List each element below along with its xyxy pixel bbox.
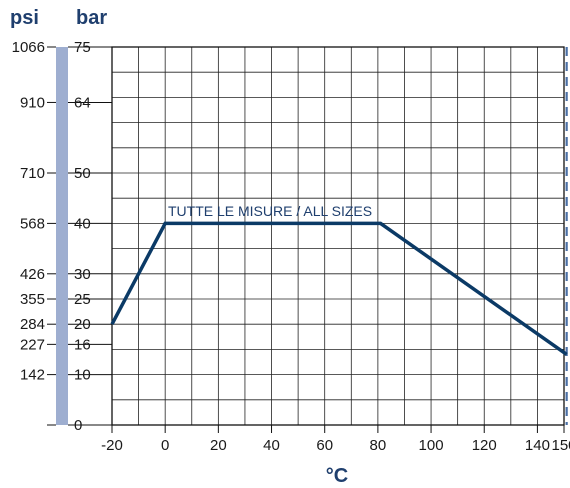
psi-tick-label: 1066 [12, 39, 45, 56]
series-annotation: TUTTE LE MISURE / ALL SIZES [168, 203, 372, 219]
psi-tick-label: 426 [20, 266, 45, 283]
bar-tick-label: 64 [74, 94, 91, 111]
x-tick-label: 150 [551, 437, 570, 454]
bar-tick-label: 0 [74, 417, 82, 434]
grid-lines [112, 47, 564, 425]
x-axis-title: °C [326, 465, 348, 487]
x-tick-label: 60 [316, 437, 333, 454]
x-tick-label: 100 [419, 437, 444, 454]
bar-tick-label: 25 [74, 291, 91, 308]
psi-tick-label: 910 [20, 94, 45, 111]
x-tick-label: 40 [263, 437, 280, 454]
bar-tick-label: 20 [74, 316, 91, 333]
x-tick-label: 0 [161, 437, 169, 454]
psi-tick-label: 284 [20, 316, 45, 333]
psi-axis-title: psi [10, 7, 39, 29]
psi-tick-label: 227 [20, 336, 45, 353]
psi-scale-band [56, 47, 68, 425]
pressure-rating-line [110, 221, 568, 356]
x-tick-label: 80 [370, 437, 387, 454]
psi-tick-label: 355 [20, 291, 45, 308]
psi-tick-label: 568 [20, 215, 45, 232]
psi-tick-label: 142 [20, 367, 45, 384]
x-tick-label: 20 [210, 437, 227, 454]
bar-tick-label: 75 [74, 39, 91, 56]
bar-tick-label: 16 [74, 336, 91, 353]
psi-tick-label: 710 [20, 165, 45, 182]
plot-frame [111, 46, 565, 426]
x-tick-label: 120 [472, 437, 497, 454]
bar-tick-label: 50 [74, 165, 91, 182]
bar-tick-label: 30 [74, 266, 91, 283]
x-tick-label: 140 [525, 437, 550, 454]
x-tick-label: -20 [101, 437, 123, 454]
bar-tick-label: 40 [74, 215, 91, 232]
bar-axis-title: bar [76, 7, 107, 29]
bar-tick-label: 10 [74, 367, 91, 384]
axis-ticks: 0 10 16 20 25 30 40 50 64 75 142 227 284 355 426 568 710… [12, 39, 570, 454]
